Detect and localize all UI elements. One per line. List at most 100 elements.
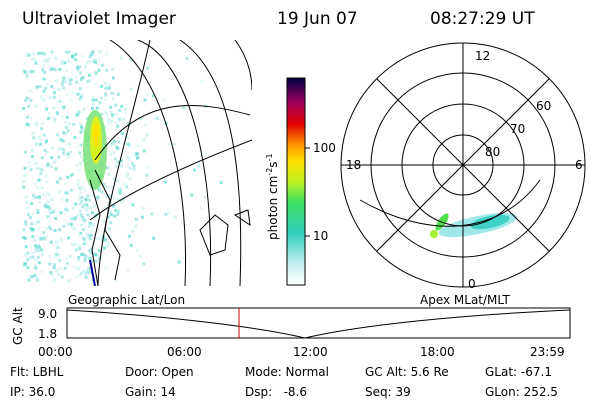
speckle: [115, 145, 119, 149]
speckle: [26, 251, 30, 255]
speckle: [104, 185, 108, 189]
speckle: [31, 57, 35, 61]
speckle: [142, 262, 146, 266]
speckle: [102, 182, 106, 186]
unit: photon cm: [266, 176, 280, 240]
speckle: [49, 95, 53, 99]
speckle: [199, 206, 203, 210]
speckle: [129, 57, 133, 61]
speckle: [130, 162, 134, 166]
speckle: [23, 173, 27, 177]
speckle: [42, 89, 46, 93]
speckle: [37, 248, 41, 252]
speckle: [78, 198, 82, 202]
speckle: [65, 261, 69, 265]
speckle: [85, 60, 89, 64]
speckle: [79, 213, 83, 217]
speckle: [79, 162, 83, 166]
speckle: [91, 98, 95, 102]
speckle: [66, 222, 70, 226]
speckle: [105, 194, 109, 198]
speckle: [109, 119, 113, 123]
speckle: [57, 273, 61, 277]
speckle: [52, 106, 56, 110]
speckle: [40, 168, 44, 172]
speckle: [204, 151, 208, 155]
speckle: [87, 234, 91, 238]
speckle: [155, 116, 159, 120]
speckle: [182, 106, 186, 110]
speckle: [42, 133, 46, 137]
speckle: [52, 263, 56, 267]
status-field: GLon: 252.5: [485, 385, 558, 399]
status-field: GLat: -67.1: [485, 365, 552, 379]
speckle: [145, 173, 149, 177]
speckle: [61, 148, 65, 152]
speckle: [126, 136, 130, 140]
speckle: [22, 236, 26, 240]
speckle: [96, 195, 100, 199]
status-field: Flt: LBHL: [10, 365, 64, 379]
speckle: [64, 131, 68, 135]
speckle: [26, 213, 30, 217]
speckle: [34, 244, 38, 248]
speckle: [78, 151, 82, 155]
speckle: [56, 155, 60, 159]
speckle: [59, 238, 63, 242]
speckle: [22, 69, 26, 73]
speckle: [79, 143, 83, 147]
speckle: [114, 103, 118, 107]
speckle: [150, 212, 154, 216]
speckle: [65, 257, 69, 261]
speckle: [31, 212, 35, 216]
speckle: [142, 137, 146, 141]
speckle: [174, 215, 178, 219]
speckle: [94, 253, 98, 257]
speckle: [107, 186, 111, 190]
speckle: [78, 65, 82, 69]
speckle: [45, 226, 49, 230]
speckle: [185, 56, 189, 60]
unit: s: [266, 161, 280, 167]
speckle: [31, 52, 35, 56]
speckle: [78, 247, 82, 251]
speckle: [105, 166, 109, 170]
speckle: [105, 244, 109, 248]
speckle: [23, 150, 27, 154]
speckle: [52, 95, 56, 99]
speckle: [38, 201, 42, 205]
speckle: [67, 142, 71, 146]
speckle: [49, 211, 53, 215]
speckle: [81, 252, 85, 256]
speckle: [76, 113, 80, 117]
speckle: [106, 241, 110, 245]
timeline-frame: [66, 307, 571, 339]
speckle: [78, 87, 82, 91]
speckle: [24, 99, 28, 103]
speckle: [65, 93, 69, 97]
speckle: [56, 252, 60, 256]
speckle: [107, 172, 111, 176]
speckle: [25, 53, 29, 57]
speckle: [34, 142, 38, 146]
speckle: [83, 189, 87, 193]
speckle: [47, 111, 51, 115]
speckle: [77, 110, 81, 114]
unit-exp: -1: [265, 153, 274, 161]
speckle: [35, 167, 39, 171]
speckle: [59, 211, 63, 215]
speckle: [31, 251, 35, 255]
speckle: [113, 143, 117, 147]
speckle: [139, 116, 143, 120]
speckle: [63, 182, 67, 186]
speckle: [110, 91, 114, 95]
speckle: [82, 242, 86, 246]
speckle: [52, 91, 56, 95]
speckle: [34, 250, 38, 254]
speckle: [43, 237, 47, 241]
speckle: [70, 217, 74, 221]
speckle: [110, 67, 114, 71]
speckle: [41, 68, 45, 72]
speckle: [135, 152, 139, 156]
speckle: [33, 222, 37, 226]
